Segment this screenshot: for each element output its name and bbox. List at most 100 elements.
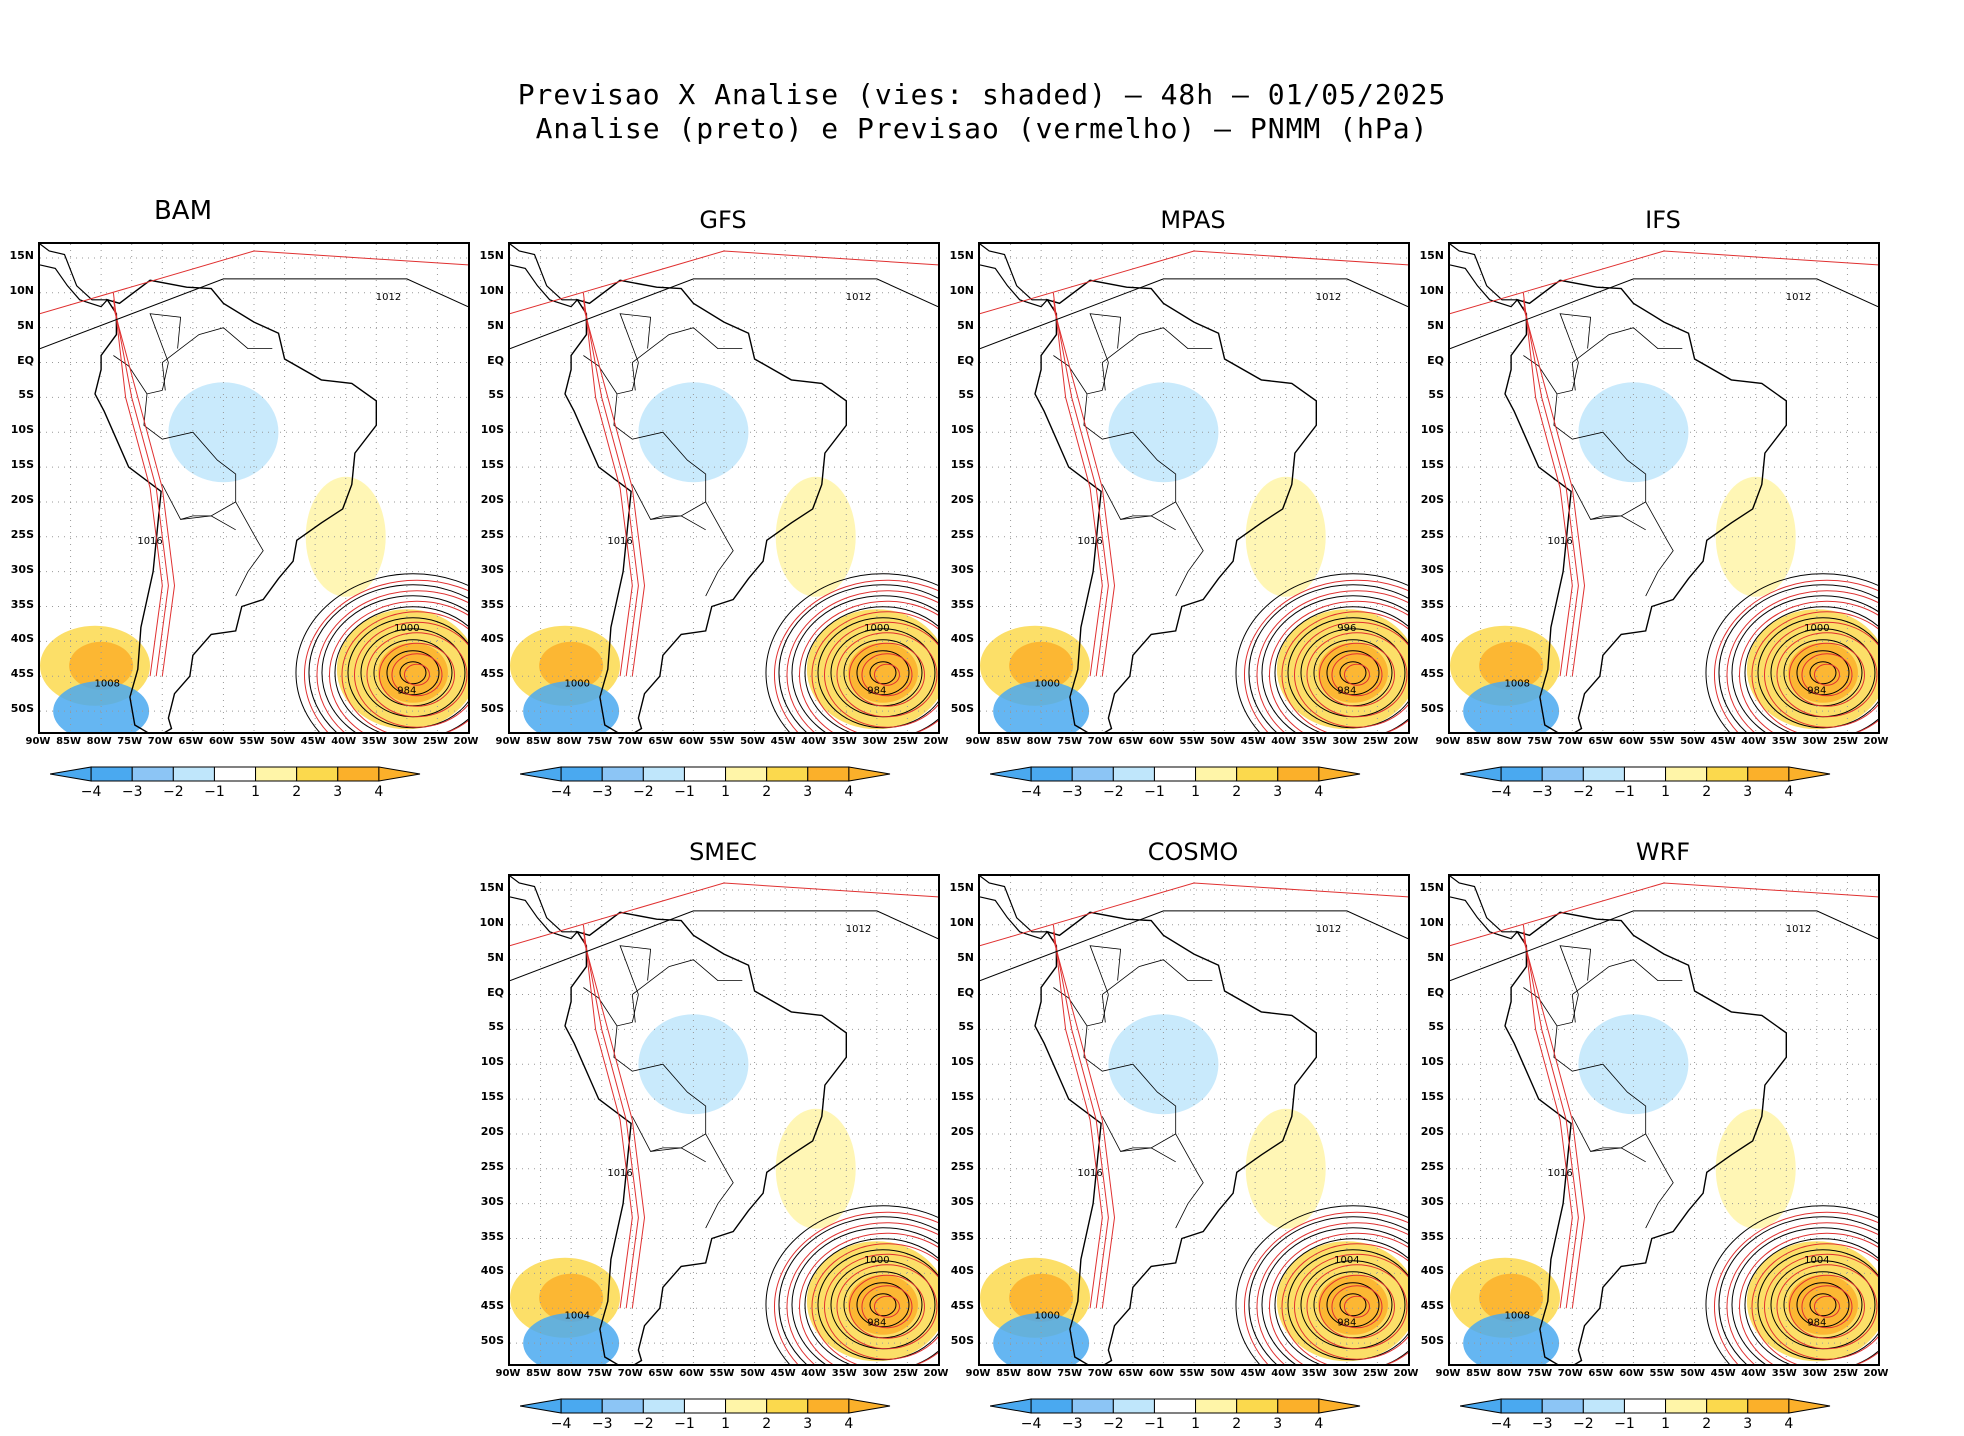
lon-label: 55W xyxy=(1179,736,1205,747)
analysis-isobar xyxy=(804,1238,938,1364)
lat-label: 10N xyxy=(479,283,504,297)
forecast-isobar xyxy=(1714,1211,1878,1364)
country-border xyxy=(619,313,652,391)
lat-label: 35S xyxy=(10,597,34,611)
lon-label: 50W xyxy=(1210,736,1236,747)
isobar-label: 1012 xyxy=(376,292,401,303)
lat-label: 10N xyxy=(949,283,974,297)
map-canvas: 984 1000 1016 1012 1008 xyxy=(40,244,468,732)
colorbar-label: 1 xyxy=(721,784,730,800)
forecast-isobar xyxy=(378,642,455,707)
lat-label: 25S xyxy=(480,527,504,541)
bias-shading xyxy=(1108,382,1219,483)
lat-label: 25S xyxy=(480,1159,504,1173)
colorbar-bin xyxy=(1112,1398,1155,1414)
colorbar-label: 4 xyxy=(1314,784,1324,800)
country-border xyxy=(631,327,743,391)
lat-label: 5S xyxy=(488,388,504,402)
country-border xyxy=(1175,501,1204,597)
country-border xyxy=(1553,390,1647,520)
analysis-isobar xyxy=(765,1205,938,1364)
country-border xyxy=(705,1133,734,1229)
lat-label: 10N xyxy=(1419,283,1444,297)
lat-label: 40S xyxy=(1420,1264,1444,1278)
lat-label: 35S xyxy=(480,1229,504,1243)
forecast-isobar xyxy=(1052,306,1116,677)
forecast-isobar xyxy=(112,292,163,677)
lon-label: 60W xyxy=(1618,736,1644,747)
analysis-isobar xyxy=(510,910,938,982)
analysis-isobar xyxy=(1287,617,1408,729)
colorbar-label: 3 xyxy=(1273,1416,1283,1432)
coastline-south-america xyxy=(564,911,847,1364)
lon-label: 70W xyxy=(1557,736,1583,747)
bias-shading xyxy=(1578,1014,1689,1115)
lon-label: 80W xyxy=(1026,1368,1052,1379)
country-border xyxy=(149,313,182,391)
isobar-label: 1008 xyxy=(95,679,120,690)
country-border xyxy=(1175,1133,1204,1229)
lon-label: 40W xyxy=(1271,1368,1297,1379)
lat-label: 5N xyxy=(17,318,34,332)
forecast-isobar xyxy=(1726,1222,1878,1364)
bias-shading xyxy=(847,1274,918,1335)
analysis-isobar xyxy=(1731,1227,1878,1364)
forecast-isobar xyxy=(873,1295,900,1318)
lat-label: 25S xyxy=(1420,527,1444,541)
country-border xyxy=(1120,1147,1176,1163)
lat-label: 30S xyxy=(480,1194,504,1208)
map-wrf: 984 1004 1016 1012 1008 xyxy=(1448,874,1880,1366)
forecast-isobar xyxy=(1318,1274,1395,1339)
lon-label: 75W xyxy=(117,736,143,747)
lat-label: 10S xyxy=(1420,1055,1444,1069)
forecast-isobar xyxy=(1331,1285,1383,1329)
forecast-isobar xyxy=(980,882,1408,947)
lat-label: 5N xyxy=(1427,318,1444,332)
forecast-isobar xyxy=(1318,642,1395,707)
colorbar-bin xyxy=(1623,766,1667,782)
coastline-central-america xyxy=(1450,244,1519,308)
lon-label: 20W xyxy=(453,736,479,747)
isobar-label: 984 xyxy=(1337,1318,1356,1329)
isobar-label: 984 xyxy=(867,1318,886,1329)
coastline-central-america xyxy=(510,244,579,308)
colorbar xyxy=(49,766,440,786)
forecast-isobar xyxy=(1331,653,1383,697)
analysis-isobar xyxy=(321,595,468,732)
analysis-isobar xyxy=(817,617,938,729)
country-border xyxy=(619,945,652,1023)
lon-label: 25W xyxy=(1362,1368,1388,1379)
lon-label: 65W xyxy=(1118,1368,1144,1379)
forecast-isobar xyxy=(873,663,900,686)
colorbar-bin xyxy=(1623,1398,1667,1414)
coastline-central-america xyxy=(980,876,1049,940)
isobar-label: 1012 xyxy=(1316,292,1341,303)
panel-title-gfs: GFS xyxy=(699,206,747,234)
forecast-isobar xyxy=(341,611,468,732)
isobar-label: 1008 xyxy=(1505,679,1530,690)
lat-label: 20S xyxy=(1420,1124,1444,1138)
lat-label: 50S xyxy=(10,702,34,716)
colorbar-bin xyxy=(766,1398,809,1414)
forecast-isobar xyxy=(112,306,176,677)
colorbar-label: −1 xyxy=(1144,1416,1165,1432)
forecast-isobar xyxy=(1052,931,1109,1309)
lat-label: 10N xyxy=(1419,915,1444,929)
lat-label: 40S xyxy=(1420,632,1444,646)
lat-label: 40S xyxy=(480,632,504,646)
lon-label: 80W xyxy=(1496,736,1522,747)
analysis-isobar xyxy=(980,278,1408,350)
lon-label: 55W xyxy=(1649,736,1675,747)
isobar-label: 984 xyxy=(1807,1318,1826,1329)
colorbar-bin xyxy=(1153,1398,1197,1414)
forecast-isobar xyxy=(823,621,938,728)
forecast-isobar xyxy=(1763,1253,1878,1360)
analysis-isobar xyxy=(308,584,468,732)
analysis-isobar xyxy=(791,595,938,732)
lon-label: 20W xyxy=(1393,736,1419,747)
analysis-isobar xyxy=(1326,1282,1380,1328)
forecast-isobar xyxy=(836,1264,938,1350)
isobar-label: 1016 xyxy=(137,536,162,547)
coastline-south-america xyxy=(564,279,847,732)
forecast-isobar xyxy=(1801,653,1853,697)
